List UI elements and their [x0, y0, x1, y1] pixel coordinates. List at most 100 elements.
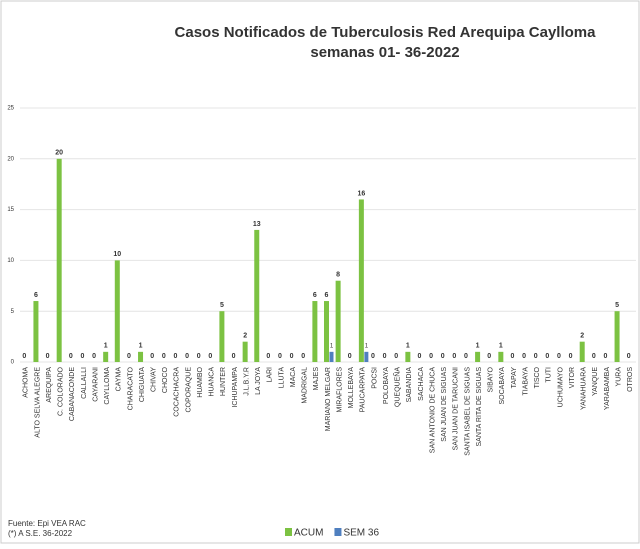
x-tick-label: QUEQUEÑA: [393, 367, 402, 407]
x-tick-label: MARIANO MELGAR: [325, 367, 332, 431]
x-tick-label: CAYLLOMA: [104, 367, 111, 405]
x-tick-label: J.L.B.Y.R: [243, 367, 250, 396]
data-label: 0: [603, 353, 607, 360]
data-label: 16: [357, 190, 365, 197]
x-tick-label: SIBAYO: [488, 366, 495, 392]
bar: [242, 341, 248, 362]
x-tick-label: LLUTA: [278, 367, 285, 389]
x-tick-label: CHIVAY: [151, 367, 158, 392]
data-label: 6: [313, 292, 317, 299]
x-tick-label: SABANDIA: [406, 367, 413, 403]
data-label: 0: [208, 353, 212, 360]
x-tick-label: CHARACATO: [127, 366, 134, 410]
bar: [329, 351, 334, 362]
data-label: 13: [253, 221, 261, 228]
legend-swatch: [285, 528, 292, 536]
data-label: 6: [325, 292, 329, 299]
bar: [56, 158, 62, 362]
data-label: 0: [371, 353, 375, 360]
data-label: 1: [365, 343, 369, 349]
x-tick-label: COCACHACRA: [174, 367, 181, 417]
data-label: 0: [46, 353, 50, 360]
data-label: 0: [627, 353, 631, 360]
data-label: 2: [243, 333, 247, 340]
data-label: 0: [266, 353, 270, 360]
x-tick-label: POCSI: [371, 367, 378, 389]
data-label: 0: [441, 353, 445, 360]
data-label: 0: [464, 353, 468, 360]
data-label: 0: [150, 353, 154, 360]
legend-swatch: [334, 528, 342, 536]
data-label: 6: [34, 292, 38, 299]
bar: [254, 229, 260, 362]
bar: [138, 351, 144, 362]
data-label: 0: [162, 353, 166, 360]
x-tick-label: SAN JUAN DE SIGUAS: [441, 367, 448, 442]
data-label: 0: [394, 353, 398, 360]
x-tick-label: CAYMA: [116, 367, 123, 392]
y-tick-label: 20: [7, 156, 14, 162]
data-label: 0: [232, 353, 236, 360]
data-label: 0: [452, 353, 456, 360]
data-label: 0: [487, 353, 491, 360]
bar: [364, 351, 369, 362]
x-tick-label: TIABAYA: [522, 367, 529, 396]
legend-label: ACUM: [294, 528, 323, 539]
y-tick-label: 25: [7, 106, 14, 112]
data-label: 20: [55, 150, 63, 157]
data-label: 0: [185, 353, 189, 360]
data-label: 1: [476, 343, 480, 350]
x-tick-label: MADRIGAL: [302, 367, 309, 404]
x-tick-label: OTROS: [627, 367, 634, 392]
bar: [33, 301, 39, 362]
data-label: 1: [499, 343, 503, 350]
data-label: 1: [330, 343, 334, 349]
note: (*) A S.E. 36-2022: [8, 529, 73, 538]
x-tick-label: MACA: [290, 367, 297, 388]
data-label: 0: [522, 353, 526, 360]
x-tick-label: UCHUMAYO: [557, 366, 564, 407]
legend-label: SEM 36: [343, 528, 379, 539]
bar: [498, 351, 504, 362]
x-tick-label: CABANACONDE: [69, 367, 76, 421]
x-tick-label: VITOR: [569, 367, 576, 388]
data-label: 0: [127, 353, 131, 360]
bar: [312, 301, 318, 362]
x-tick-label: CAYARANI: [92, 367, 99, 402]
data-label: 0: [545, 353, 549, 360]
x-tick-label: YANAHUARA: [581, 367, 588, 410]
bar: [405, 351, 411, 362]
x-tick-label: SAN JUAN DE TARUCANI: [453, 367, 460, 450]
x-tick-label: HUNTER: [220, 367, 227, 396]
x-tick-label: YURA: [615, 367, 622, 387]
data-label: 0: [69, 353, 73, 360]
x-tick-label: LARI: [267, 367, 274, 383]
bar: [358, 199, 364, 362]
data-label: 0: [173, 353, 177, 360]
data-label: 0: [557, 353, 561, 360]
data-label: 0: [534, 353, 538, 360]
data-label: 0: [429, 353, 433, 360]
bar: [614, 311, 620, 362]
data-label: 0: [92, 353, 96, 360]
bar: [103, 351, 109, 362]
data-label: 0: [80, 353, 84, 360]
x-tick-label: ACHOMA: [23, 367, 30, 398]
data-label: 0: [278, 353, 282, 360]
x-tick-label: MOLLEBAYA: [348, 367, 355, 409]
data-label: 5: [615, 302, 619, 309]
data-label: 0: [418, 353, 422, 360]
x-tick-label: HUAMBO: [197, 366, 204, 397]
data-label: 0: [197, 353, 201, 360]
x-tick-label: TUTI: [546, 367, 553, 383]
x-tick-label: ALTO SELVA ALEGRE: [34, 367, 41, 438]
bar: [114, 260, 120, 362]
x-tick-label: SOCABAYA: [499, 367, 506, 405]
data-label: 0: [301, 353, 305, 360]
source: Fuente: Epi VEA RAC: [8, 519, 86, 528]
y-tick-label: 0: [11, 360, 15, 366]
x-tick-label: LA JOYA: [255, 367, 262, 395]
x-tick-label: COPORAQUE: [185, 367, 192, 413]
